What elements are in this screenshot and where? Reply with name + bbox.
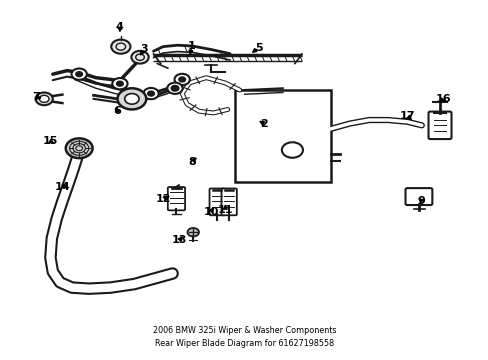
Text: 1: 1 [187, 41, 195, 51]
Text: 12: 12 [155, 194, 170, 204]
FancyBboxPatch shape [167, 187, 184, 210]
Text: 4: 4 [116, 22, 123, 32]
Circle shape [76, 72, 82, 77]
Text: 2: 2 [259, 118, 267, 129]
Text: 10: 10 [203, 207, 218, 217]
Text: 17: 17 [399, 112, 414, 121]
Circle shape [117, 88, 146, 109]
Circle shape [65, 138, 92, 158]
Circle shape [71, 68, 87, 80]
Text: 9: 9 [417, 196, 425, 206]
Circle shape [174, 74, 189, 85]
Circle shape [167, 83, 183, 94]
Text: 6: 6 [113, 106, 121, 116]
Text: 5: 5 [255, 43, 262, 53]
Text: 16: 16 [435, 94, 450, 104]
Text: 14: 14 [55, 182, 70, 192]
Text: 8: 8 [187, 157, 195, 167]
Circle shape [143, 88, 159, 99]
Circle shape [36, 93, 53, 105]
Circle shape [131, 51, 148, 64]
Circle shape [187, 228, 199, 237]
FancyBboxPatch shape [209, 189, 224, 215]
FancyBboxPatch shape [221, 189, 236, 215]
FancyBboxPatch shape [405, 188, 431, 205]
FancyBboxPatch shape [234, 90, 330, 182]
Circle shape [111, 40, 130, 54]
Text: 3: 3 [140, 45, 147, 54]
Circle shape [40, 95, 49, 102]
Circle shape [124, 94, 139, 104]
Text: 7: 7 [32, 92, 40, 102]
Text: 11: 11 [217, 205, 233, 215]
Circle shape [112, 78, 127, 89]
Text: 15: 15 [42, 136, 58, 146]
FancyBboxPatch shape [427, 112, 450, 139]
Text: 2006 BMW 325i Wiper & Washer Components
Rear Wiper Blade Diagram for 61627198558: 2006 BMW 325i Wiper & Washer Components … [152, 326, 336, 348]
Circle shape [116, 81, 123, 86]
Circle shape [179, 77, 185, 82]
Circle shape [171, 85, 179, 91]
Text: 13: 13 [172, 235, 187, 245]
Circle shape [147, 91, 154, 96]
